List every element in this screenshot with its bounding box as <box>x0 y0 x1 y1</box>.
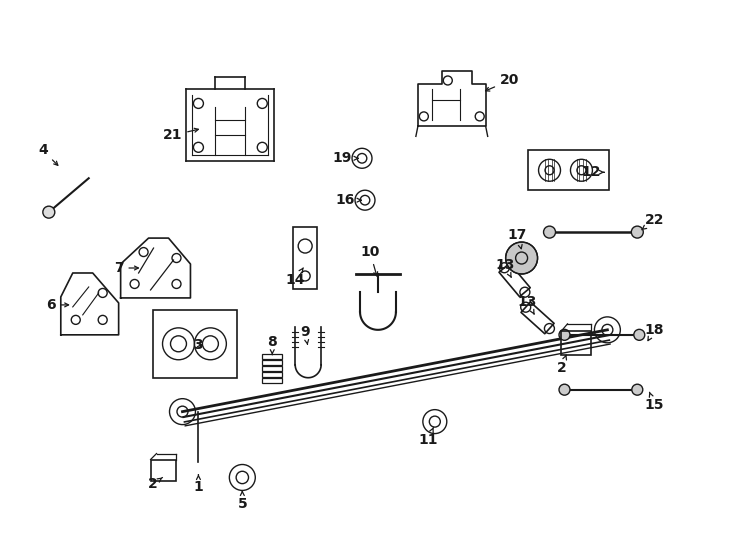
Text: 19: 19 <box>333 151 358 165</box>
Text: 21: 21 <box>163 129 198 143</box>
Text: 15: 15 <box>644 392 664 411</box>
Text: 6: 6 <box>46 298 68 312</box>
Circle shape <box>634 329 644 340</box>
Text: 20: 20 <box>486 73 520 91</box>
Bar <box>262 372 282 377</box>
Text: 9: 9 <box>300 325 310 345</box>
Bar <box>262 377 282 383</box>
Bar <box>528 150 609 190</box>
Bar <box>262 366 282 371</box>
Text: 22: 22 <box>642 213 664 230</box>
Text: 7: 7 <box>114 261 139 275</box>
Bar <box>262 360 282 365</box>
Text: 4: 4 <box>38 143 58 165</box>
Text: 11: 11 <box>418 427 437 447</box>
Bar <box>153 310 237 377</box>
Circle shape <box>632 384 643 395</box>
Text: 17: 17 <box>508 228 527 249</box>
Bar <box>150 460 176 482</box>
Circle shape <box>559 384 570 395</box>
Text: 8: 8 <box>267 335 277 354</box>
Bar <box>262 354 282 359</box>
Circle shape <box>559 329 570 340</box>
Bar <box>293 227 317 289</box>
Bar <box>562 331 592 355</box>
Text: 16: 16 <box>335 193 361 207</box>
Text: 18: 18 <box>644 323 664 341</box>
Text: 1: 1 <box>194 475 203 495</box>
Circle shape <box>544 226 556 238</box>
Text: 3: 3 <box>194 338 203 352</box>
Text: 13: 13 <box>518 295 537 314</box>
Circle shape <box>506 242 537 274</box>
Text: 14: 14 <box>286 268 305 287</box>
Text: 10: 10 <box>360 245 379 276</box>
Text: 2: 2 <box>148 477 162 491</box>
Text: 2: 2 <box>556 355 567 375</box>
Text: 12: 12 <box>581 165 604 179</box>
Text: 13: 13 <box>495 258 515 278</box>
Text: 5: 5 <box>237 491 247 511</box>
Circle shape <box>631 226 643 238</box>
Circle shape <box>43 206 55 218</box>
